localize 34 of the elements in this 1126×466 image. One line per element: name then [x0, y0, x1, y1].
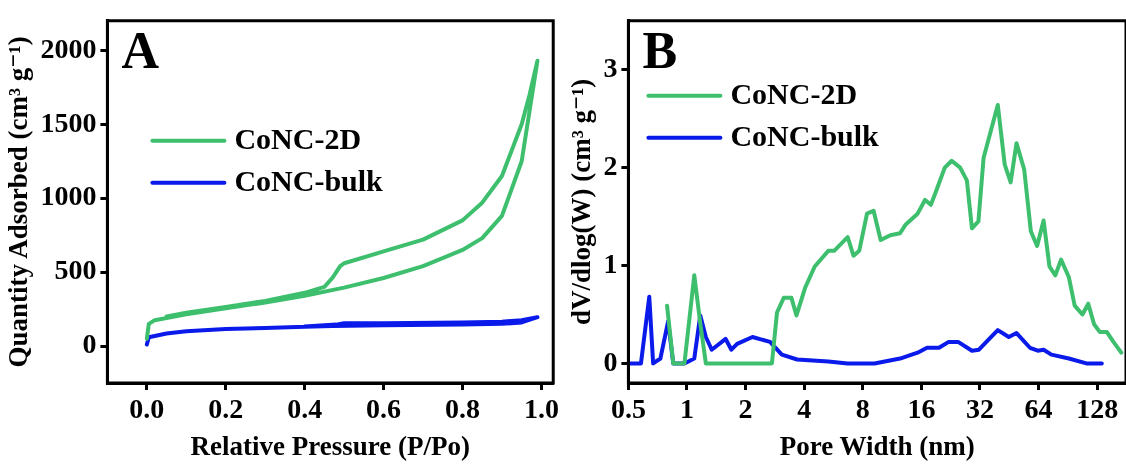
y-tick-label: 1500 [40, 106, 97, 138]
legend-label: CoNC-2D [234, 121, 362, 155]
y-tick-label: 3 [603, 51, 618, 83]
x-tick-label: 64 [1024, 393, 1053, 425]
x-tick-label: 1 [680, 393, 694, 425]
x-tick-label: 128 [1076, 393, 1119, 425]
x-tick-label: 1.0 [523, 393, 559, 425]
legend-label: CoNC-bulk [234, 163, 384, 197]
y-tick-label: 0 [603, 345, 618, 377]
y-tick-label: 1000 [40, 180, 97, 212]
legend-label: CoNC-bulk [730, 118, 880, 152]
y-axis-title: dV/dlog(W) (cm³ g⁻¹) [566, 78, 597, 326]
x-tick-label: 4 [797, 393, 812, 425]
y-tick-label: 500 [54, 254, 97, 286]
x-tick-label: 0.4 [287, 393, 323, 425]
annotation: A [121, 22, 160, 80]
x-tick-label: 0.8 [444, 393, 480, 425]
x-tick-label: 32 [965, 393, 994, 425]
x-tick-label: 0.5 [610, 393, 646, 425]
annotation: B [642, 22, 678, 80]
x-tick-label: 16 [907, 393, 936, 425]
x-axis-title: Pore Width (nm) [779, 430, 975, 461]
y-tick-label: 2 [603, 149, 618, 181]
legend-label: CoNC-2D [730, 76, 858, 110]
x-axis-title: Relative Pressure (P/Po) [190, 430, 471, 461]
y-tick-label: 2000 [40, 32, 97, 64]
y-tick-label: 1 [603, 247, 618, 279]
x-tick-label: 8 [855, 393, 870, 425]
x-tick-label: 0.6 [366, 393, 402, 425]
x-tick-label: 0.0 [129, 393, 165, 425]
y-tick-label: 0 [82, 328, 97, 360]
x-tick-label: 0.2 [208, 393, 244, 425]
y-axis-title: Quantity Adsorbed (cm³ g⁻¹) [3, 36, 34, 368]
x-tick-label: 2 [738, 393, 753, 425]
